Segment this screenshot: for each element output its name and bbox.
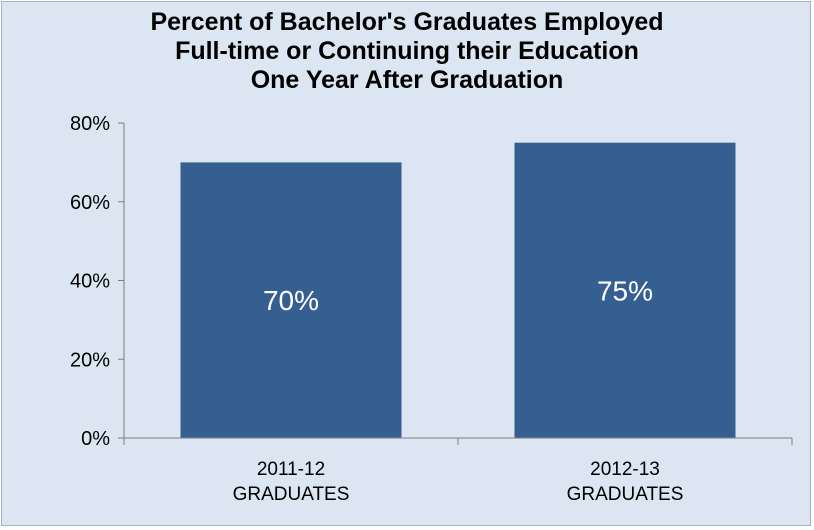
bar-0 xyxy=(180,162,402,438)
bar-1 xyxy=(514,142,736,438)
x-category-label-1-line-1: GRADUATES xyxy=(567,484,684,505)
y-tick-label-1: 20% xyxy=(70,349,110,371)
data-label-1: 75% xyxy=(597,275,653,306)
chart-title-line-1: Percent of Bachelor's Graduates Employed xyxy=(150,8,664,36)
x-category-label-0-line-0: 2011-12 xyxy=(257,459,325,480)
y-tick-label-3: 60% xyxy=(70,192,110,214)
x-category-label-0-line-1: GRADUATES xyxy=(233,484,350,505)
y-tick-label-0: 0% xyxy=(81,428,110,450)
data-label-0: 70% xyxy=(263,285,319,316)
chart-title: Percent of Bachelor's Graduates Employed… xyxy=(2,8,812,95)
x-category-label-1-line-0: 2012-13 xyxy=(590,459,660,480)
y-tick-label-2: 40% xyxy=(70,271,110,293)
chart-title-line-2: Full-time or Continuing their Education xyxy=(175,37,639,65)
chart-title-line-3: One Year After Graduation xyxy=(250,66,564,94)
y-tick-label-4: 80% xyxy=(70,113,110,135)
